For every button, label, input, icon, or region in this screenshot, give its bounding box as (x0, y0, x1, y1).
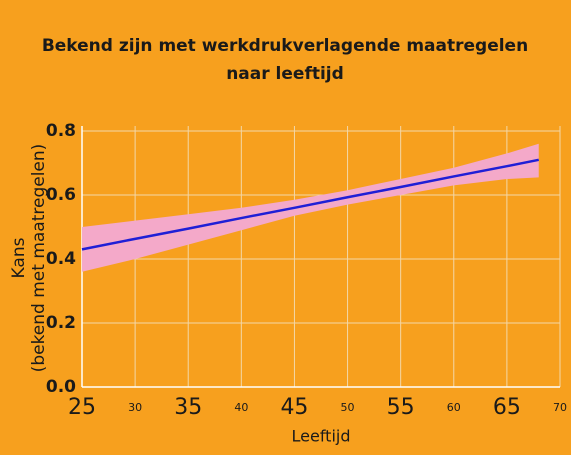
y-axis-label: Kans (9, 237, 29, 278)
x-tick-label: 50 (341, 401, 355, 414)
y-tick-label: 0.6 (46, 185, 76, 205)
x-tick-label: 40 (234, 401, 248, 414)
y-axis-label: (bekend met maatregelen) (29, 144, 49, 373)
line (81, 158, 540, 251)
x-tick-label: 70 (553, 401, 567, 414)
x-tick-label: 45 (280, 395, 308, 420)
x-tick-label: 30 (128, 401, 142, 414)
x-tick-label: 65 (493, 395, 521, 420)
x-tick-label: 35 (174, 395, 202, 420)
x-tick-label: 25 (68, 395, 96, 420)
y-tick-label: 0.2 (46, 313, 76, 333)
y-tick-label: 0.4 (46, 249, 76, 269)
confidence-band (82, 143, 539, 272)
y-tick-label: 0.8 (46, 121, 76, 141)
chart-title: Bekend zijn met werkdrukverlagende maatr… (42, 36, 528, 56)
y-tick-label: 0.0 (46, 377, 76, 397)
x-tick-label: 60 (447, 401, 461, 414)
x-axis-label: Leeftijd (292, 427, 351, 446)
x-tick-label: 55 (387, 395, 415, 420)
chart-title: naar leeftijd (226, 64, 344, 84)
